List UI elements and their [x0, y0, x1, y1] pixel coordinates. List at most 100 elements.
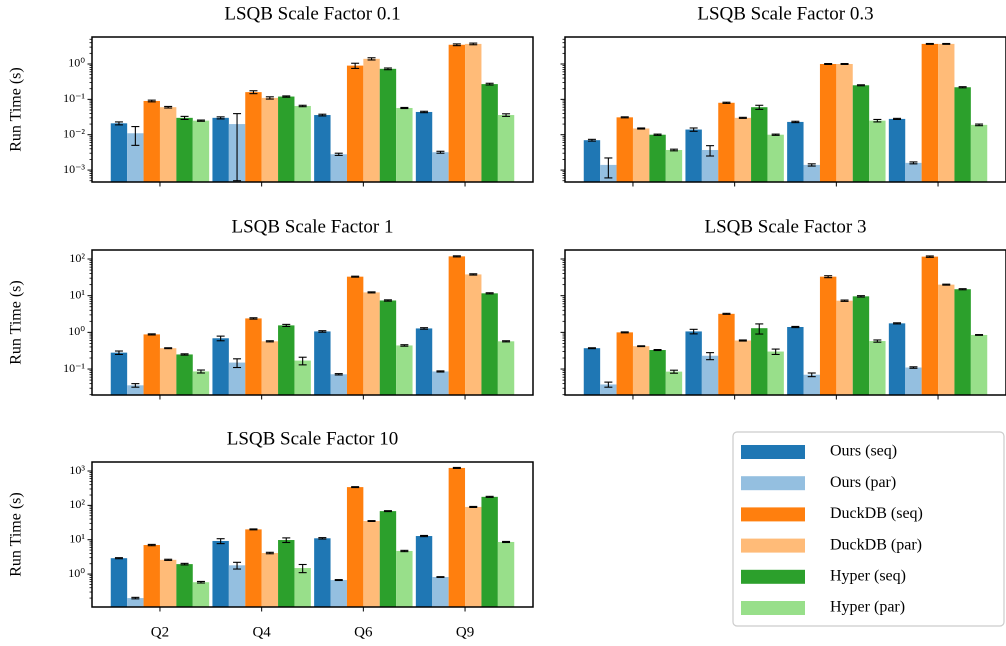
bar: DuckDB (par) [159, 348, 177, 395]
bar: Hyper (seq) [954, 289, 971, 395]
bar: DuckDB (seq) [245, 529, 262, 607]
bar: Hyper (par) [497, 541, 515, 607]
bar: Hyper (par) [869, 341, 886, 395]
bar: Ours (seq) [314, 115, 331, 182]
y-tick-label: 10⁻¹ [63, 91, 85, 105]
subplot-title: LSQB Scale Factor 10 [227, 428, 399, 449]
axes-frame [564, 249, 1006, 396]
bar: DuckDB (seq) [346, 276, 364, 395]
y-axis-label: Run Time (s) [8, 67, 25, 151]
bar: Hyper (par) [497, 115, 515, 182]
bar: DuckDB (seq) [819, 276, 837, 395]
bar: Ours (seq) [583, 140, 601, 182]
legend-label: Hyper (seq) [830, 567, 906, 584]
bar: Ours (seq) [415, 536, 433, 607]
bar: DuckDB (seq) [143, 334, 160, 395]
legend: Ours (seq) Ours (par) DuckDB (seq) DuckDB (… [732, 431, 1005, 627]
bar: Hyper (seq) [379, 511, 397, 607]
bar: DuckDB (par) [836, 300, 853, 395]
legend-label: Hyper (par) [830, 599, 905, 616]
bar: Hyper (par) [294, 568, 311, 607]
bar: Ours (par) [330, 374, 347, 395]
bar: Ours (seq) [888, 118, 906, 182]
subplot: LSQB Scale Factor 10 Run Time (s) 10⁰ 10¹ 10… [8, 428, 534, 640]
axes-frame [91, 36, 534, 183]
y-tick-label: 10² [69, 497, 85, 511]
bar: DuckDB (seq) [819, 63, 837, 182]
bar: Hyper (seq) [379, 300, 397, 395]
bar: Ours (seq) [110, 352, 128, 395]
y-axis-label: Run Time (s) [8, 280, 25, 364]
bar: Ours (par) [600, 384, 617, 395]
bar: DuckDB (par) [632, 346, 650, 395]
bar: Hyper (seq) [751, 328, 768, 395]
axes-frame [564, 36, 1006, 183]
bar: Ours (par) [432, 152, 449, 182]
bar: DuckDB (par) [159, 559, 177, 607]
bar: Ours (seq) [888, 323, 906, 395]
x-tick-label: Q4 [252, 624, 271, 640]
bar: Hyper (par) [294, 105, 311, 182]
bar: Ours (seq) [110, 123, 128, 182]
bar: DuckDB (seq) [245, 318, 262, 395]
bar: DuckDB (par) [938, 284, 955, 395]
bar: DuckDB (par) [261, 553, 279, 607]
bar: Ours (seq) [212, 338, 229, 395]
bar: Hyper (par) [396, 550, 413, 607]
bar: Hyper (seq) [481, 84, 498, 182]
bar: Hyper (par) [192, 371, 210, 395]
bar: Hyper (par) [497, 341, 515, 395]
subplot: LSQB Scale Factor 0.3 Ours (seq) Ours (par… [560, 3, 1006, 187]
subplot: LSQB Scale Factor 1 Run Time (s) 10⁻¹ 10⁰ 10… [8, 216, 534, 400]
bar: DuckDB (seq) [718, 313, 735, 395]
bar: Ours (par) [330, 580, 347, 607]
bar: Ours (par) [228, 565, 246, 607]
bar: DuckDB (par) [465, 506, 482, 607]
y-axis-label: Run Time (s) [8, 492, 25, 576]
legend-label: Ours (seq) [830, 443, 897, 460]
bar: Ours (par) [701, 149, 719, 182]
bar: Ours (par) [803, 374, 820, 395]
bar: DuckDB (par) [363, 521, 380, 607]
bar: Ours (par) [330, 154, 347, 182]
bar: Hyper (seq) [481, 293, 498, 395]
bar: Hyper (par) [294, 360, 311, 395]
bar: Ours (seq) [415, 111, 433, 182]
bar: DuckDB (par) [836, 63, 853, 182]
bar: DuckDB (seq) [448, 44, 466, 182]
legend-swatch [741, 538, 805, 553]
subplot-title: LSQB Scale Factor 0.1 [224, 3, 400, 24]
bar: Ours (par) [905, 367, 922, 395]
x-tick-label: Q6 [354, 624, 373, 640]
bar: Hyper (par) [192, 120, 210, 182]
bar: DuckDB (seq) [346, 487, 364, 607]
bar: Ours (seq) [787, 327, 804, 395]
bar: DuckDB (par) [734, 117, 752, 182]
bar: Hyper (seq) [176, 564, 193, 607]
bar: Hyper (seq) [379, 68, 397, 182]
bar: Ours (seq) [212, 117, 229, 182]
bar: Ours (seq) [583, 348, 601, 395]
bar: Ours (par) [701, 355, 719, 395]
bar: Hyper (seq) [278, 325, 295, 395]
bar: Hyper (seq) [751, 107, 768, 182]
y-tick-label: 10⁻³ [63, 162, 85, 176]
legend-swatch [741, 445, 805, 459]
x-tick-label: Q2 [151, 624, 169, 640]
bar: Hyper (seq) [176, 354, 193, 395]
y-tick-label: 10⁰ [68, 56, 85, 70]
bar: DuckDB (seq) [616, 117, 633, 182]
bar: DuckDB (par) [734, 340, 752, 395]
bar: Hyper (seq) [278, 96, 295, 182]
bar: Hyper (par) [396, 345, 413, 395]
bar: Ours (par) [432, 577, 449, 607]
bar: DuckDB (par) [632, 128, 650, 182]
subplot-title: LSQB Scale Factor 0.3 [697, 3, 873, 24]
bar: DuckDB (par) [938, 43, 955, 182]
bar: Hyper (seq) [852, 296, 870, 395]
bar: DuckDB (seq) [346, 65, 364, 182]
legend-swatch [741, 476, 805, 491]
legend-swatch [741, 569, 805, 584]
bar: Hyper (par) [665, 371, 683, 395]
